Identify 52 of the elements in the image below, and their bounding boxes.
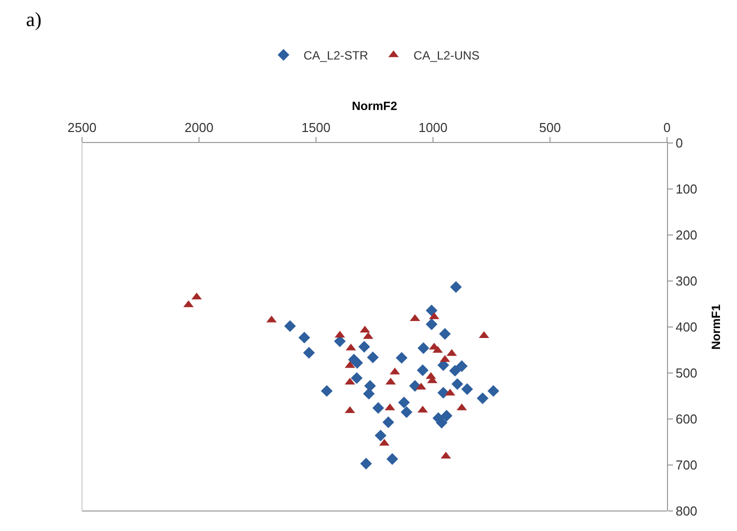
- point: [416, 364, 429, 376]
- x-tick-label: 500: [539, 120, 561, 135]
- y-tick-label: 800: [676, 504, 698, 519]
- point: [418, 406, 428, 413]
- point: [426, 304, 438, 316]
- point: [363, 388, 375, 400]
- y-tick-label: 500: [676, 366, 698, 381]
- point: [367, 352, 379, 364]
- legend-label: CA_L2-STR: [304, 48, 369, 63]
- y-tick-label: 400: [676, 320, 698, 335]
- point: [374, 430, 386, 442]
- y-tick-label: 0: [676, 136, 683, 151]
- point: [451, 378, 464, 390]
- x-tick-label: 2000: [184, 120, 214, 135]
- x-tick-label: 0: [663, 120, 671, 135]
- point: [360, 458, 372, 470]
- x-tick-label: 1000: [418, 120, 448, 135]
- point: [284, 320, 296, 332]
- point: [456, 403, 467, 410]
- point: [461, 383, 474, 395]
- point: [320, 385, 333, 397]
- point: [439, 328, 451, 340]
- point: [350, 372, 363, 384]
- y-tick-label: 600: [676, 412, 698, 427]
- point: [386, 453, 398, 465]
- point: [449, 364, 461, 377]
- point: [426, 318, 438, 330]
- text: a): [26, 9, 42, 31]
- point: [382, 416, 394, 428]
- y-tick-label: 700: [676, 458, 698, 473]
- point: [418, 342, 430, 354]
- y-axis-title: NormF1: [709, 304, 724, 350]
- x-tick-label: 2500: [68, 120, 96, 135]
- point: [298, 332, 310, 344]
- point: [398, 396, 410, 408]
- legend-label: CA_L2-UNS: [414, 48, 480, 63]
- x-tick-label: 1500: [302, 120, 330, 135]
- point: [400, 406, 412, 418]
- y-tick-label: 300: [676, 274, 698, 289]
- point: [456, 360, 468, 372]
- point: [351, 357, 364, 369]
- y-tick-label: 200: [676, 228, 698, 243]
- point: [358, 340, 370, 353]
- point: [476, 392, 488, 404]
- x-axis-title: NormF2: [352, 99, 398, 114]
- point: [396, 352, 408, 364]
- point: [450, 281, 462, 293]
- point: [488, 385, 500, 397]
- y-tick-label: 100: [676, 182, 698, 197]
- point: [440, 410, 452, 422]
- point: [372, 402, 384, 414]
- point: [303, 346, 315, 359]
